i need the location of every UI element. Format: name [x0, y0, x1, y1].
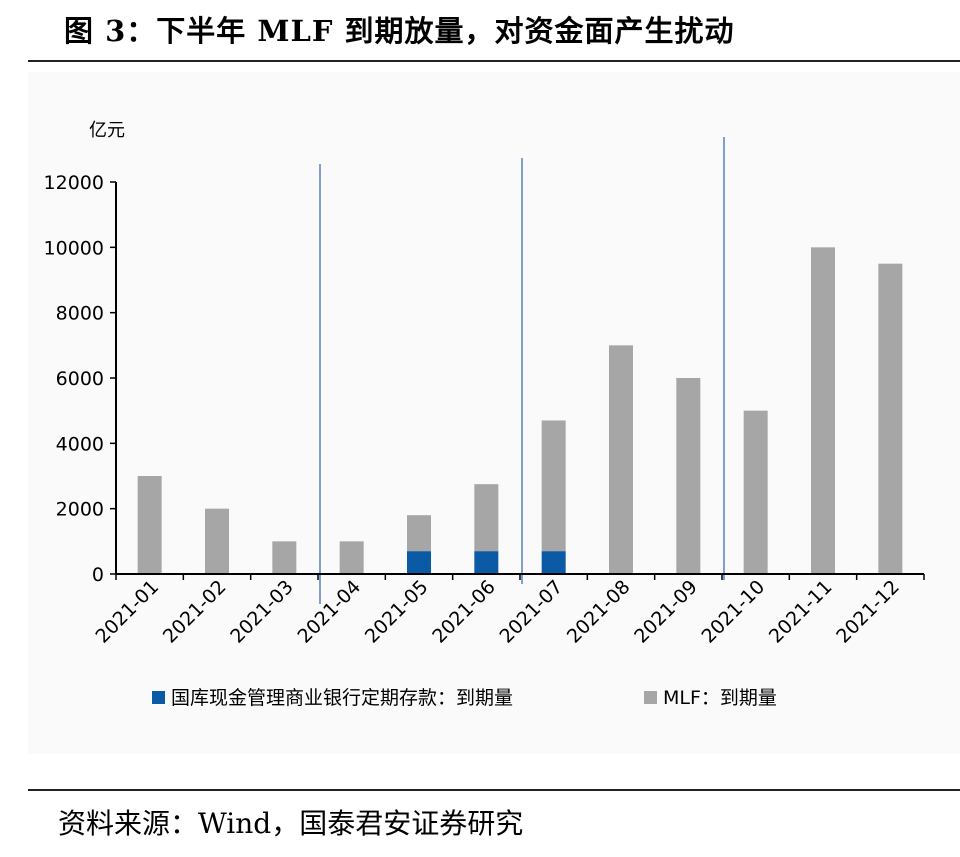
bar-mlf	[676, 378, 701, 574]
bar-mlf	[743, 410, 768, 574]
legend-label: 国库现金管理商业银行定期存款：到期量	[171, 687, 513, 709]
y-tick-label: 12000	[44, 172, 104, 194]
y-tick-label: 2000	[56, 499, 104, 521]
bar-treasury-deposit	[541, 551, 566, 574]
x-axis-ticks: 2021-012021-022021-032021-042021-052021-…	[92, 574, 925, 648]
x-tick-label: 2021-06	[428, 576, 500, 648]
x-tick-label: 2021-07	[496, 576, 568, 648]
legend-swatch	[152, 691, 165, 704]
chart-panel	[28, 72, 960, 754]
x-tick-label: 2021-04	[294, 576, 366, 648]
bottom-rule	[28, 789, 960, 791]
figure-title: 图 3：下半年 MLF 到期放量，对资金面产生扰动	[64, 14, 735, 48]
top-rule	[28, 60, 960, 62]
bar-mlf	[339, 541, 364, 574]
x-tick-label: 2021-05	[361, 576, 433, 648]
y-tick-label: 8000	[56, 303, 104, 325]
legend-swatch	[644, 691, 657, 704]
bar-mlf	[609, 345, 633, 574]
y-tick-label: 0	[92, 564, 104, 586]
bar-treasury-deposit	[474, 551, 499, 574]
quarter-dividers	[319, 137, 725, 604]
legend: 国库现金管理商业银行定期存款：到期量 MLF：到期量	[152, 687, 777, 709]
bar-mlf	[474, 484, 499, 552]
x-tick-label: 2021-11	[765, 576, 837, 648]
x-tick-label: 2021-03	[226, 576, 298, 648]
bars	[137, 247, 903, 575]
bar-mlf	[878, 263, 903, 574]
y-axis-ticks: 0 2000 4000 6000 8000 10000 12000	[44, 172, 116, 586]
bar-mlf	[407, 515, 431, 552]
y-axis-unit-label: 亿元	[89, 120, 125, 141]
x-tick-label: 2021-12	[832, 576, 904, 648]
x-tick-label: 2021-01	[92, 576, 164, 648]
x-tick-label: 2021-10	[698, 576, 770, 648]
bar-mlf	[541, 420, 566, 552]
source-note: 资料来源：Wind，国泰君安证券研究	[58, 807, 524, 840]
y-tick-label: 6000	[56, 368, 104, 390]
y-tick-label: 10000	[44, 237, 104, 259]
bar-treasury-deposit	[407, 551, 431, 574]
legend-label: MLF：到期量	[663, 687, 777, 709]
bar-mlf	[137, 476, 162, 574]
x-tick-label: 2021-09	[630, 576, 702, 648]
bar-mlf	[272, 541, 297, 574]
x-tick-label: 2021-02	[159, 576, 231, 648]
bar-mlf	[811, 247, 835, 575]
x-tick-label: 2021-08	[563, 576, 635, 648]
bar-mlf	[205, 508, 229, 574]
y-tick-label: 4000	[56, 433, 104, 455]
